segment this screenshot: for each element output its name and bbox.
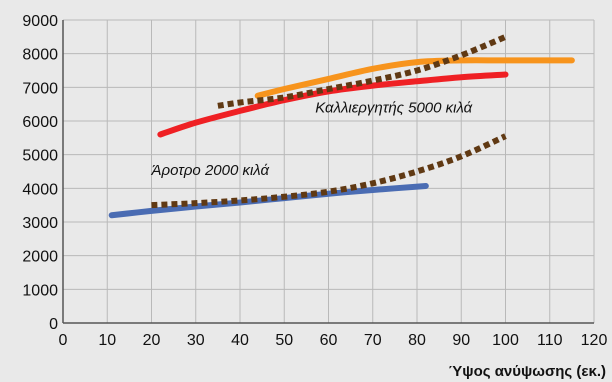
- y-tick-label-8: 8000: [22, 47, 58, 64]
- y-tick-label-6: 6000: [22, 114, 58, 131]
- annotation-1: Άροτρο 2000 κιλά: [151, 162, 270, 179]
- annotations: Καλλιεργητής 5000 κιλά Άροτρο 2000 κιλά: [151, 100, 473, 179]
- y-tick-label-4: 4000: [22, 181, 58, 198]
- x-tick-label-10: 100: [492, 332, 519, 349]
- x-tick-label-9: 90: [452, 332, 470, 349]
- x-tick-label-12: 120: [581, 332, 608, 349]
- y-tick-label-2: 2000: [22, 249, 58, 266]
- x-tick-label-1: 10: [98, 332, 116, 349]
- y-tick-label-7: 7000: [22, 80, 58, 97]
- y-tick-label-9: 9000: [22, 13, 58, 30]
- y-tick-label-3: 3000: [22, 215, 58, 232]
- x-tick-label-0: 0: [59, 332, 68, 349]
- x-tick-label-7: 70: [364, 332, 382, 349]
- annotation-0: Καλλιεργητής 5000 κιλά: [315, 100, 472, 117]
- x-tick-label-5: 50: [275, 332, 293, 349]
- x-tick-label-2: 20: [143, 332, 161, 349]
- x-axis-label: Ύψος ανύψωσης (εκ.): [448, 363, 606, 380]
- x-tick-label-6: 60: [320, 332, 338, 349]
- x-tick-label-11: 110: [537, 332, 563, 349]
- x-tick-label-3: 30: [187, 332, 205, 349]
- y-tick-label-5: 5000: [22, 148, 58, 165]
- x-tick-label-8: 80: [408, 332, 426, 349]
- series-line-1: [254, 57, 575, 99]
- y-tick-labels: 0 1000 2000 3000 4000 5000 6000 7000 8000 9000: [22, 13, 58, 333]
- series-line-4: [151, 133, 507, 209]
- x-tick-label-4: 40: [231, 332, 249, 349]
- series-lines: [108, 34, 575, 219]
- y-tick-label-0: 0: [49, 316, 58, 333]
- y-tick-label-1: 1000: [22, 282, 58, 299]
- x-tick-labels: 0 10 20 30 40 50 60 70 80 90 100 110 120: [59, 332, 608, 349]
- series-line-2: [217, 34, 507, 109]
